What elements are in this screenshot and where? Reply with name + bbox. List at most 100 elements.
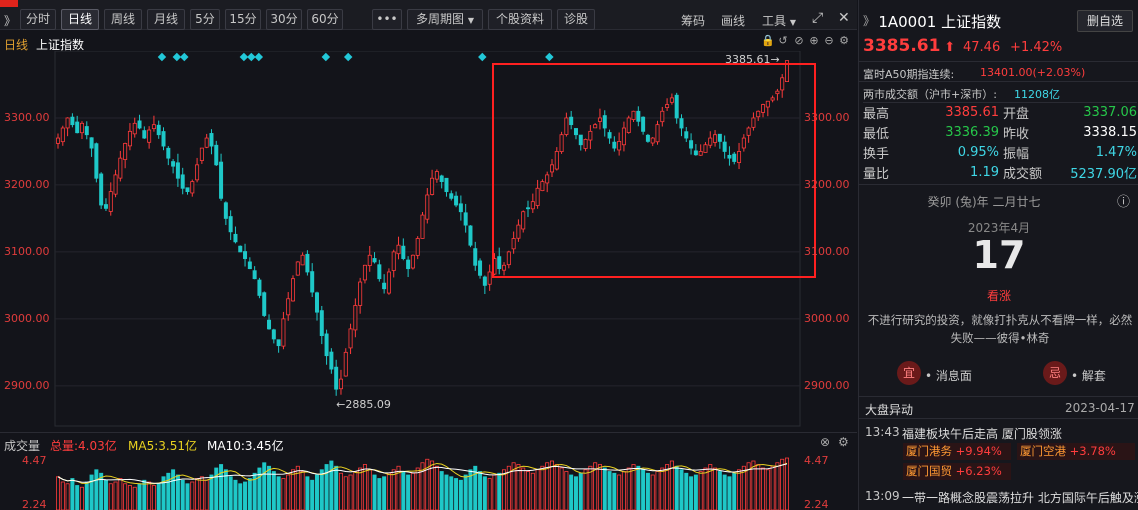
collapse-left-button[interactable]: 》 — [4, 14, 17, 28]
candle-body — [775, 90, 780, 95]
volume-bar — [147, 481, 152, 510]
period-button-6[interactable]: 30分 — [266, 9, 302, 30]
candle-body — [295, 261, 300, 276]
period-button-2[interactable]: 周线 — [104, 9, 142, 30]
news-stock1[interactable]: 厦门港务 +9.94% — [903, 443, 1011, 460]
price-chart[interactable]: 3300.00 3200.00 3100.00 3000.00 2900.00 3300… — [0, 51, 857, 431]
multi-period-button[interactable]: 多周期图 ▼ — [407, 9, 483, 30]
volume-bar — [372, 474, 377, 510]
candle-body — [535, 187, 540, 206]
news-item2-text[interactable]: 一带一路概念股震荡拉升 北方国际午后触及涨停 — [902, 491, 1138, 505]
candlestick-chart[interactable] — [0, 51, 857, 431]
period-button-7[interactable]: 60分 — [307, 9, 343, 30]
period-button-5[interactable]: 15分 — [225, 9, 261, 30]
candle-body — [166, 147, 171, 159]
candle-body — [727, 154, 732, 159]
period-button-4[interactable]: 5分 — [190, 9, 220, 30]
ma5-line — [57, 462, 788, 485]
volume-bar — [252, 472, 257, 510]
candle-body — [108, 191, 113, 212]
candle-body — [703, 144, 708, 153]
chips-button[interactable]: 筹码 — [681, 14, 706, 28]
volume-bar — [362, 464, 367, 510]
candle-body — [444, 177, 449, 193]
volume-bar — [420, 462, 425, 510]
period-button-0[interactable]: 分时 — [20, 9, 56, 30]
tools-button[interactable]: 工具 ▼ — [762, 12, 796, 29]
volume-bar — [473, 465, 478, 510]
event-marker — [254, 52, 264, 62]
volume-bar — [243, 481, 248, 510]
info-icon[interactable]: ⓘ — [1117, 195, 1131, 210]
news-stock3[interactable]: 厦门国贸 +6.23% — [903, 463, 1011, 480]
candle-body — [746, 127, 751, 136]
amplitude-label: 振幅 — [1003, 147, 1030, 162]
amplitude-value: 1.47% — [1095, 145, 1137, 160]
candle-body — [516, 224, 521, 239]
gear-icon[interactable]: ⚙ — [839, 34, 849, 47]
lock-icon[interactable]: 🔒 — [761, 34, 775, 47]
volume-title: 成交量 — [4, 439, 41, 453]
volume-ratio-value: 1.19 — [970, 165, 999, 180]
volume-bar — [185, 483, 190, 510]
delete-watchlist-button[interactable]: 删自选 — [1077, 10, 1133, 32]
candle-body — [717, 133, 722, 142]
zoom-out-icon[interactable]: ⊖ — [824, 34, 834, 47]
good-text: • 消息面 — [925, 369, 972, 383]
volume-bar — [511, 462, 516, 510]
left-axis-label: 3100.00 — [4, 244, 50, 258]
event-marker — [239, 52, 249, 62]
amount-value: 5237.90亿 — [1070, 167, 1137, 182]
candle-body — [617, 141, 622, 151]
left-axis-label: 3000.00 — [4, 311, 50, 325]
chevron-down-icon: ▼ — [789, 18, 796, 27]
volume-bar — [257, 467, 262, 510]
volume-bar — [573, 476, 578, 510]
candle-body — [756, 110, 761, 118]
candle-body — [410, 254, 415, 269]
volume-bar — [137, 483, 142, 510]
cancel-icon[interactable]: ⊘ — [794, 34, 804, 47]
market-news: 大盘异动 2023-04-17 13:43 福建板块午后走高 厦门股领涨 厦门港… — [859, 396, 1138, 510]
volume-chart[interactable]: 4.47 2.24 4.47 2.24 — [0, 452, 857, 510]
zoom-in-icon[interactable]: ⊕ — [809, 34, 819, 47]
collapse-right-button[interactable]: 》 — [863, 14, 876, 28]
close-volume-icon[interactable]: ⊗ — [820, 435, 831, 449]
volume-axis-top: 4.47 — [22, 454, 47, 467]
news-stock2-name: 厦门空港 — [1020, 444, 1066, 458]
volume-bar — [343, 476, 348, 510]
volume-bar — [300, 471, 305, 510]
more-button[interactable]: ••• — [372, 9, 402, 30]
volume-gear-icon[interactable]: ⚙ — [838, 435, 849, 449]
undo-icon[interactable]: ↺ — [778, 34, 788, 47]
volume-total: 总量:4.03亿 — [50, 439, 117, 453]
period-button-1[interactable]: 日线 — [61, 9, 99, 30]
volume-bar — [233, 479, 238, 510]
ma10-line — [57, 463, 788, 484]
volume-bar — [669, 460, 674, 510]
close-window-icon[interactable]: ✕ — [838, 10, 850, 26]
expand-icon[interactable]: ⤢ — [812, 10, 824, 26]
draw-line-button[interactable]: 画线 — [721, 14, 746, 28]
news-stock2[interactable]: 厦门空港 +3.78% — [1017, 443, 1135, 460]
candle-body — [204, 137, 209, 148]
candle-body — [660, 110, 665, 123]
turnover-row: 两市成交额（沪市+深市）: 11208亿 — [859, 81, 1138, 101]
volume-bar — [99, 472, 104, 510]
volume-bar — [228, 476, 233, 510]
candle-body — [314, 292, 319, 313]
period-button-3[interactable]: 月线 — [147, 9, 185, 30]
volume-bar — [204, 479, 209, 510]
news-item1-text[interactable]: 福建板块午后走高 厦门股领涨 — [902, 427, 1062, 441]
candle-body — [655, 124, 660, 143]
diagnose-button[interactable]: 诊股 — [557, 9, 595, 30]
volume-bar — [324, 464, 329, 510]
volume-bars[interactable] — [0, 452, 857, 510]
stock-info-button[interactable]: 个股资料 — [488, 9, 552, 30]
candle-body — [243, 251, 248, 259]
volume-bar — [209, 474, 214, 510]
candle-body — [367, 254, 372, 266]
candle-body — [372, 258, 377, 263]
volume-bar — [377, 478, 382, 510]
volume-bar — [626, 467, 631, 510]
